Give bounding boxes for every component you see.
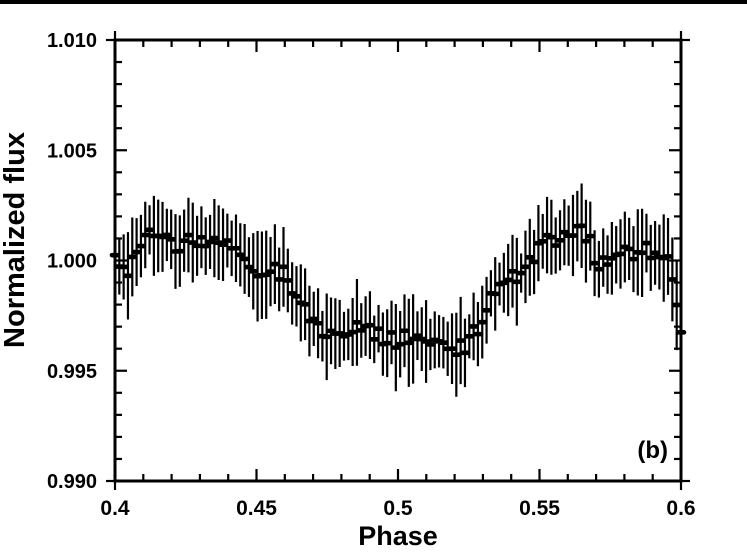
svg-text:1.000: 1.000 — [47, 251, 97, 273]
svg-text:0.6: 0.6 — [666, 497, 695, 520]
svg-text:Normalized flux: Normalized flux — [0, 132, 31, 348]
svg-text:0.55: 0.55 — [519, 497, 560, 520]
svg-text:0.990: 0.990 — [47, 471, 97, 493]
svg-text:0.4: 0.4 — [100, 497, 130, 520]
svg-text:1.005: 1.005 — [47, 140, 97, 162]
svg-text:1.010: 1.010 — [47, 30, 97, 52]
svg-text:Phase: Phase — [358, 521, 438, 551]
svg-text:0.45: 0.45 — [236, 497, 277, 520]
svg-text:(b): (b) — [637, 437, 668, 464]
svg-text:0.5: 0.5 — [383, 497, 413, 520]
svg-text:0.995: 0.995 — [47, 361, 97, 383]
